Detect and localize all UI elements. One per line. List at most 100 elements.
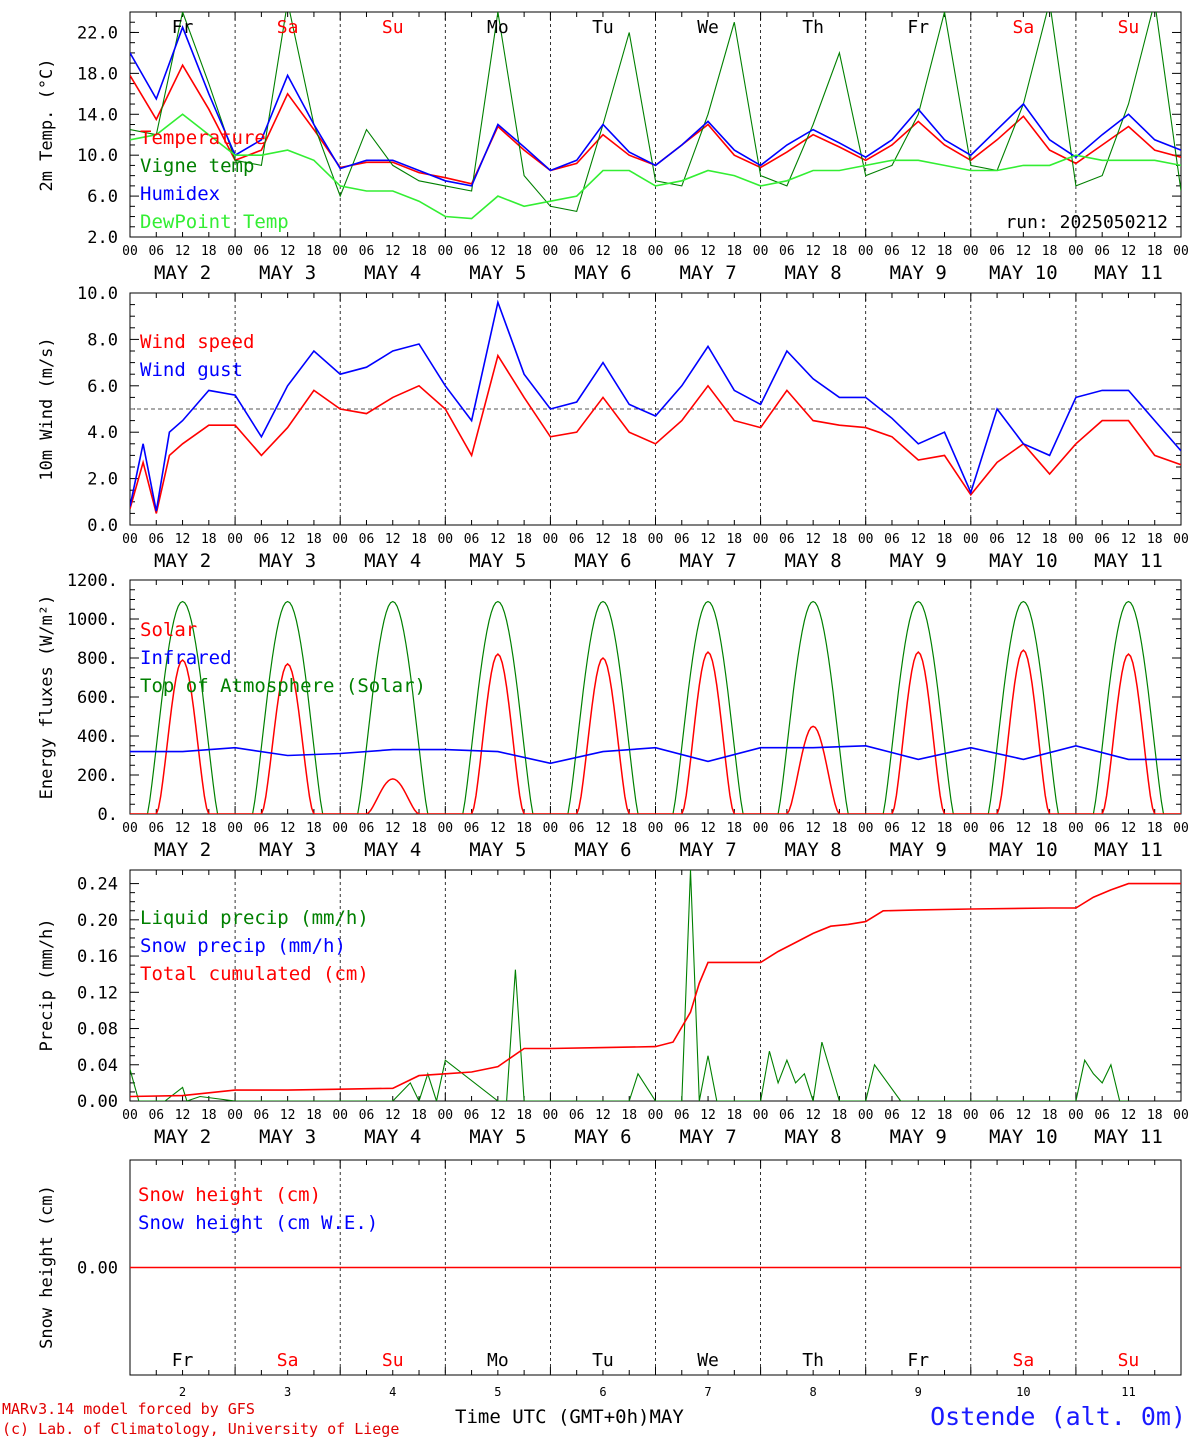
hour-tick-label: 18 [1147, 821, 1163, 836]
hour-tick-label: 18 [516, 821, 532, 836]
hour-tick-label: 12 [385, 244, 401, 259]
y-axis-label: Precip (mm/h) [37, 918, 57, 1051]
toa-solar-line [865, 600, 971, 814]
date-label: MAY 4 [364, 1126, 421, 1148]
hour-tick-label: 00 [1173, 1108, 1189, 1123]
hour-tick-label: 00 [963, 532, 979, 547]
surface-solar-line [235, 662, 341, 814]
hour-tick-label: 06 [1094, 532, 1110, 547]
series-line [130, 25, 1181, 187]
hour-tick-label: 06 [779, 821, 795, 836]
hour-tick-label: 00 [332, 244, 348, 259]
hour-tick-label: 12 [280, 244, 296, 259]
hour-tick-label: 18 [726, 821, 742, 836]
day-number-label: 8 [810, 1385, 817, 1399]
y-tick-label: 0.00 [77, 1092, 118, 1112]
hour-tick-label: 06 [779, 244, 795, 259]
series-group [130, 870, 1181, 1101]
date-label: MAY 9 [890, 550, 947, 572]
legend-entry: Total cumulated (cm) [140, 963, 369, 985]
y-tick-label: 4.0 [87, 423, 118, 443]
hour-tick-label: 12 [805, 532, 821, 547]
hour-tick-label: 00 [753, 532, 769, 547]
day-number-label: 7 [704, 1385, 711, 1399]
date-label: MAY 10 [989, 1126, 1058, 1148]
weekday-label: Mo [487, 1350, 509, 1371]
toa-solar-line [340, 600, 446, 814]
hour-tick-label: 00 [122, 244, 138, 259]
date-label: MAY 8 [785, 839, 842, 861]
y-tick-label: 800. [77, 649, 118, 669]
hour-tick-label: 12 [1016, 821, 1032, 836]
date-label: MAY 2 [154, 550, 211, 572]
hour-tick-label: 18 [621, 1108, 637, 1123]
legend-entry: Wind speed [140, 331, 254, 353]
toa-solar-line [550, 600, 656, 814]
hour-tick-label: 18 [726, 244, 742, 259]
surface-solar-line [130, 658, 236, 814]
hour-tick-label: 18 [306, 244, 322, 259]
day-number-label: 9 [915, 1385, 922, 1399]
legend-entry: Infrared [140, 647, 232, 669]
hour-tick-label: 18 [516, 244, 532, 259]
weekday-label: We [697, 1350, 719, 1371]
hour-tick-label: 06 [464, 532, 480, 547]
surface-solar-line [340, 778, 446, 814]
y-tick-label: 14.0 [77, 105, 118, 125]
hour-tick-label: 18 [201, 532, 217, 547]
hour-tick-label: 18 [621, 821, 637, 836]
toa-solar-line [760, 600, 866, 814]
hour-tick-label: 12 [1121, 821, 1137, 836]
hour-tick-label: 06 [989, 532, 1005, 547]
hour-tick-label: 18 [201, 821, 217, 836]
hour-tick-label: 12 [805, 1108, 821, 1123]
hour-tick-label: 12 [175, 1108, 191, 1123]
weekday-label: Tu [592, 1350, 614, 1371]
hour-tick-label: 00 [1173, 821, 1189, 836]
hour-tick-label: 00 [1068, 821, 1084, 836]
weekday-label: Su [382, 1350, 404, 1371]
toa-solar-line [970, 600, 1076, 814]
date-label: MAY 2 [154, 839, 211, 861]
hour-tick-label: 06 [359, 821, 375, 836]
hour-tick-label: 12 [175, 244, 191, 259]
y-tick-label: 10.0 [77, 284, 118, 304]
date-label: MAY 7 [679, 550, 736, 572]
y-axis-label: 2m Temp. (°C) [37, 58, 57, 191]
hour-tick-label: 06 [674, 821, 690, 836]
weekday-label: Fr [172, 17, 194, 38]
weekday-label: Fr [907, 17, 929, 38]
hour-tick-label: 12 [910, 1108, 926, 1123]
hour-tick-label: 00 [227, 244, 243, 259]
hour-tick-label: 18 [726, 1108, 742, 1123]
date-label: MAY 5 [469, 550, 526, 572]
y-tick-label: 1200. [67, 571, 118, 591]
y-tick-label: 200. [77, 766, 118, 786]
hour-tick-label: 18 [832, 532, 848, 547]
day-number-label: 10 [1016, 1385, 1030, 1399]
date-label: MAY 4 [364, 839, 421, 861]
hour-tick-label: 00 [963, 1108, 979, 1123]
weekday-label: Su [382, 17, 404, 38]
legend-entry: Liquid precip (mm/h) [140, 907, 369, 929]
hour-tick-label: 06 [1094, 821, 1110, 836]
hour-tick-label: 00 [1068, 244, 1084, 259]
hour-tick-label: 12 [175, 532, 191, 547]
hour-tick-label: 06 [464, 1108, 480, 1123]
hour-tick-label: 06 [779, 532, 795, 547]
hour-tick-label: 06 [464, 244, 480, 259]
hour-tick-label: 00 [122, 532, 138, 547]
y-tick-label: 0.08 [77, 1020, 118, 1040]
hour-tick-label: 18 [621, 532, 637, 547]
y-tick-label: 8.0 [87, 330, 118, 350]
legend-entry: Top of Atmosphere (Solar) [140, 675, 426, 697]
legend-entry: Temperature [140, 127, 266, 149]
date-label: MAY 10 [989, 839, 1058, 861]
hour-tick-label: 00 [437, 1108, 453, 1123]
weekday-label: Su [1118, 1350, 1140, 1371]
hour-tick-label: 06 [254, 821, 270, 836]
legend-entry: Snow height (cm) [138, 1184, 321, 1206]
series-line [130, 353, 1181, 514]
y-tick-label: 0.16 [77, 947, 118, 967]
y-tick-label: 18.0 [77, 64, 118, 84]
